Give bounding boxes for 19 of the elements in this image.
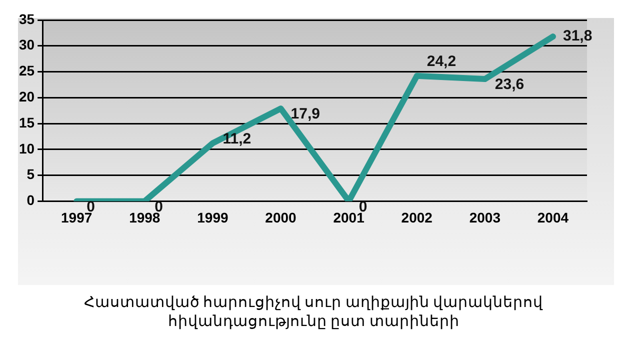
x-tick-label: 1999 xyxy=(197,209,228,226)
y-tick-label: 25 xyxy=(18,62,35,79)
data-label: 11,2 xyxy=(222,130,252,148)
data-label: 23,6 xyxy=(494,76,524,94)
y-tick-label: 5 xyxy=(26,166,35,182)
y-tick-label: 15 xyxy=(18,114,35,130)
data-label: 17,9 xyxy=(290,106,320,123)
text: Հաստատված հարուցիչով սուր աղիքային վարակներով հիվանդացությունը ըստ տարիների xyxy=(83,294,544,332)
y-tick-label: 0 xyxy=(26,192,35,208)
y-tick-label: 20 xyxy=(18,88,35,105)
data-label: 31,8 xyxy=(562,28,592,45)
y-tick-label: 35 xyxy=(18,10,35,27)
data-label: 24,2 xyxy=(426,53,456,70)
x-tick-label: 2000 xyxy=(265,209,297,226)
y-tick-label: 10 xyxy=(18,140,35,156)
x-tick-label: 2003 xyxy=(469,209,501,226)
y-tick-label: 30 xyxy=(18,36,35,53)
x-tick-label: 2002 xyxy=(401,209,433,226)
x-tick-label: 2004 xyxy=(537,209,569,226)
